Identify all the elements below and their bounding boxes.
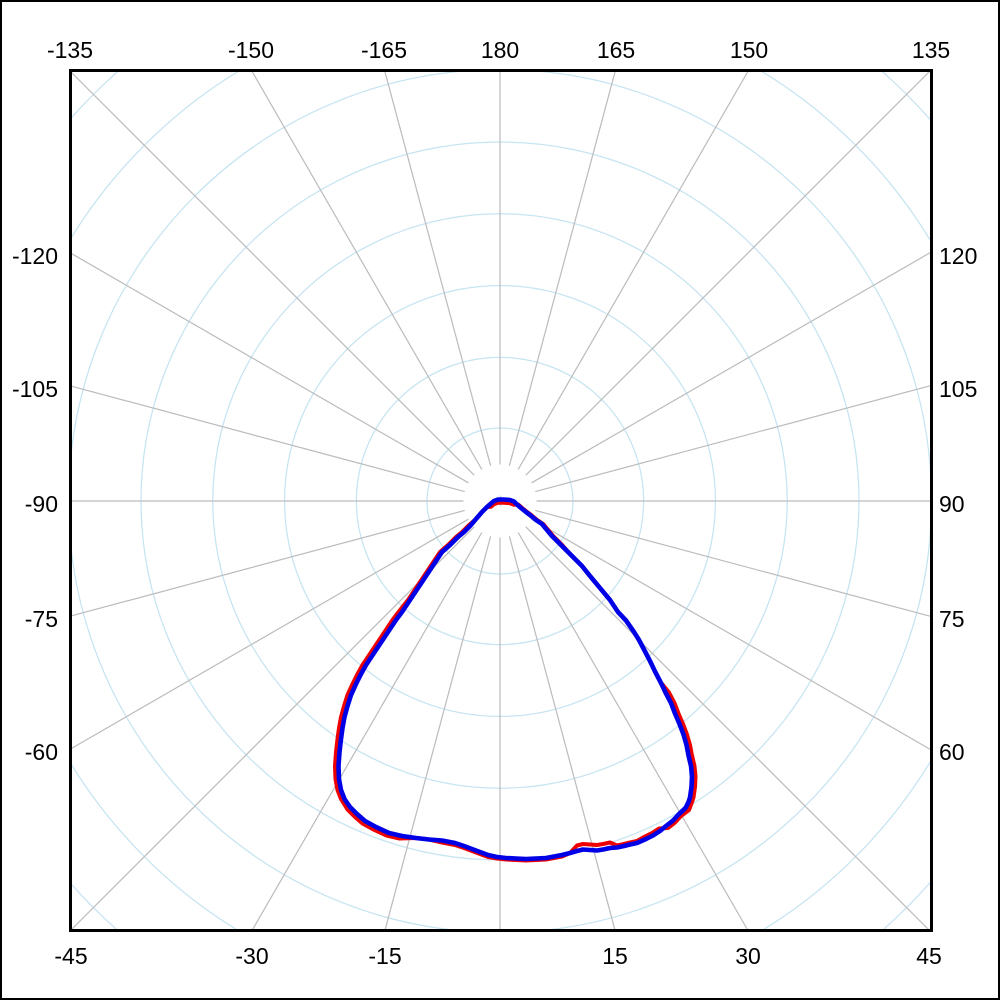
svg-text:-105: -105 [12,376,58,402]
svg-text:120: 120 [939,243,977,269]
svg-text:180: 180 [481,37,519,63]
svg-text:-165: -165 [361,37,407,63]
svg-text:105: 105 [939,376,977,402]
svg-text:135: 135 [912,37,950,63]
svg-text:-75: -75 [25,606,58,632]
svg-text:150: 150 [730,37,768,63]
svg-text:-30: -30 [235,943,268,969]
svg-text:75: 75 [939,606,965,632]
svg-text:-15: -15 [368,943,401,969]
svg-text:-45: -45 [54,943,87,969]
svg-text:-90: -90 [25,491,58,517]
svg-text:45: 45 [916,943,942,969]
svg-text:-60: -60 [25,739,58,765]
svg-text:90: 90 [939,491,965,517]
svg-text:15: 15 [602,943,628,969]
svg-text:30: 30 [735,943,761,969]
svg-text:-120: -120 [12,243,58,269]
svg-text:60: 60 [939,739,965,765]
svg-text:-135: -135 [47,37,93,63]
svg-text:165: 165 [597,37,635,63]
svg-text:-150: -150 [228,37,274,63]
